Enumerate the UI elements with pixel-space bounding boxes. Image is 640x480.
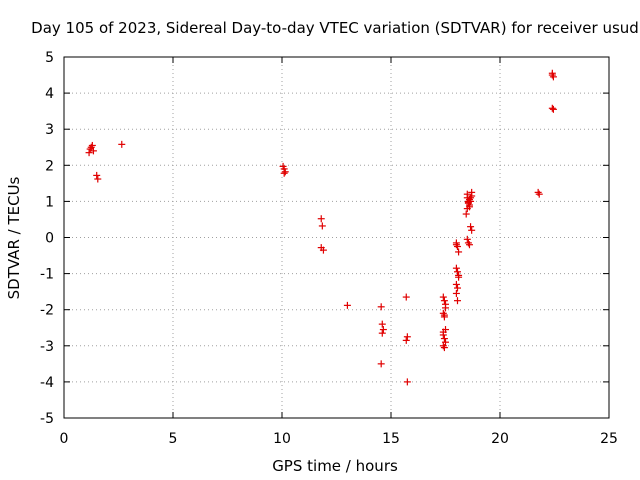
data-point (94, 175, 102, 183)
data-point (280, 169, 288, 177)
y-tick-label: 5 (45, 50, 54, 66)
data-point (88, 141, 96, 149)
data-point (453, 284, 461, 292)
data-point (379, 326, 387, 334)
chart-title: Day 105 of 2023, Sidereal Day-to-day VTE… (31, 19, 639, 37)
x-tick-label: 20 (491, 431, 509, 447)
x-tick-label: 5 (169, 431, 178, 447)
data-point (402, 293, 410, 301)
data-point (318, 222, 326, 230)
data-point (548, 104, 556, 112)
x-axis-label: GPS time / hours (272, 457, 398, 475)
data-point (281, 168, 289, 176)
x-axis-tick-labels: 0 5 10 15 20 25 (60, 431, 618, 447)
data-point (442, 304, 449, 312)
x-tick-label: 15 (382, 431, 400, 447)
data-point (403, 333, 411, 341)
y-tick-label: 2 (45, 158, 54, 174)
y-tick-label: 3 (45, 122, 54, 138)
data-point (453, 268, 461, 276)
data-point (535, 190, 543, 198)
data-point (455, 273, 463, 281)
data-point (378, 329, 386, 337)
data-point (453, 297, 461, 305)
data-point (377, 303, 385, 311)
data-point (440, 335, 448, 343)
data-point (465, 203, 473, 211)
y-axis-tick-labels: -5 -4 -3 -2 -1 0 1 2 3 4 5 (40, 50, 54, 427)
data-point (453, 243, 461, 251)
data-point (439, 293, 447, 301)
data-point (452, 289, 460, 297)
data-point (464, 239, 472, 247)
data-point (118, 140, 126, 148)
data-point (442, 338, 449, 346)
axis-ticks (63, 56, 610, 419)
data-point (452, 264, 460, 272)
x-tick-label: 0 (60, 431, 69, 447)
y-tick-label: 0 (45, 231, 54, 247)
data-point (89, 147, 97, 155)
data-point (548, 71, 556, 79)
data-point (452, 241, 460, 249)
y-tick-label: -5 (40, 411, 54, 427)
y-tick-label: -3 (40, 339, 54, 355)
data-point (465, 241, 473, 249)
data-point (440, 297, 448, 305)
y-tick-label: -2 (40, 303, 54, 319)
data-point (319, 246, 327, 254)
data-point (402, 336, 410, 344)
data-point (377, 360, 385, 368)
data-point (549, 73, 557, 81)
y-tick-label: -4 (40, 375, 54, 391)
data-point (549, 105, 557, 113)
data-point (467, 223, 475, 231)
data-point (378, 320, 386, 328)
data-point (317, 215, 325, 223)
data-point (455, 248, 463, 256)
grid-lines (64, 57, 609, 418)
data-point (93, 171, 101, 179)
data-point (534, 188, 542, 196)
data-point (462, 210, 470, 218)
y-tick-label: 4 (45, 86, 54, 102)
x-tick-label: 10 (273, 431, 291, 447)
data-point (440, 311, 448, 319)
y-axis-label: SDTVAR / TECUs (5, 176, 23, 299)
data-points (85, 69, 557, 386)
data-point (85, 149, 93, 157)
y-tick-label: 1 (45, 194, 54, 210)
data-point (463, 235, 471, 243)
data-point (439, 328, 447, 336)
y-tick-label: -1 (40, 267, 54, 283)
x-tick-label: 25 (600, 431, 618, 447)
data-point (452, 280, 460, 288)
data-point (440, 344, 448, 352)
data-point (463, 194, 471, 202)
data-point (403, 378, 411, 386)
data-point (468, 188, 476, 196)
data-point (343, 301, 351, 309)
data-point (467, 197, 475, 205)
data-point (468, 226, 476, 234)
